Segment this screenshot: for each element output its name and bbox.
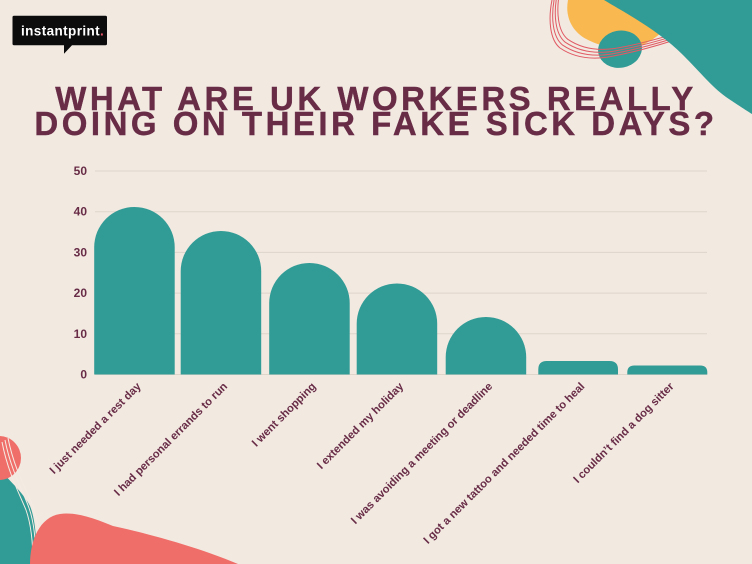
svg-text:I extended my holiday: I extended my holiday bbox=[315, 380, 407, 472]
svg-text:0: 0 bbox=[80, 368, 87, 382]
svg-text:30: 30 bbox=[74, 245, 88, 259]
svg-text:40: 40 bbox=[74, 205, 88, 219]
svg-text:10: 10 bbox=[74, 327, 88, 341]
svg-text:I got a new tattoo and needed: I got a new tattoo and needed time to he… bbox=[421, 381, 587, 547]
svg-text:I couldn’t find a dog sitter: I couldn’t find a dog sitter bbox=[571, 380, 677, 486]
svg-text:instantprint.: instantprint. bbox=[21, 24, 104, 39]
svg-text:20: 20 bbox=[74, 286, 88, 300]
svg-text:50: 50 bbox=[74, 164, 88, 178]
svg-text:I went shopping: I went shopping bbox=[250, 381, 319, 450]
svg-text:I was avoiding a meeting or de: I was avoiding a meeting or deadline bbox=[349, 381, 495, 527]
